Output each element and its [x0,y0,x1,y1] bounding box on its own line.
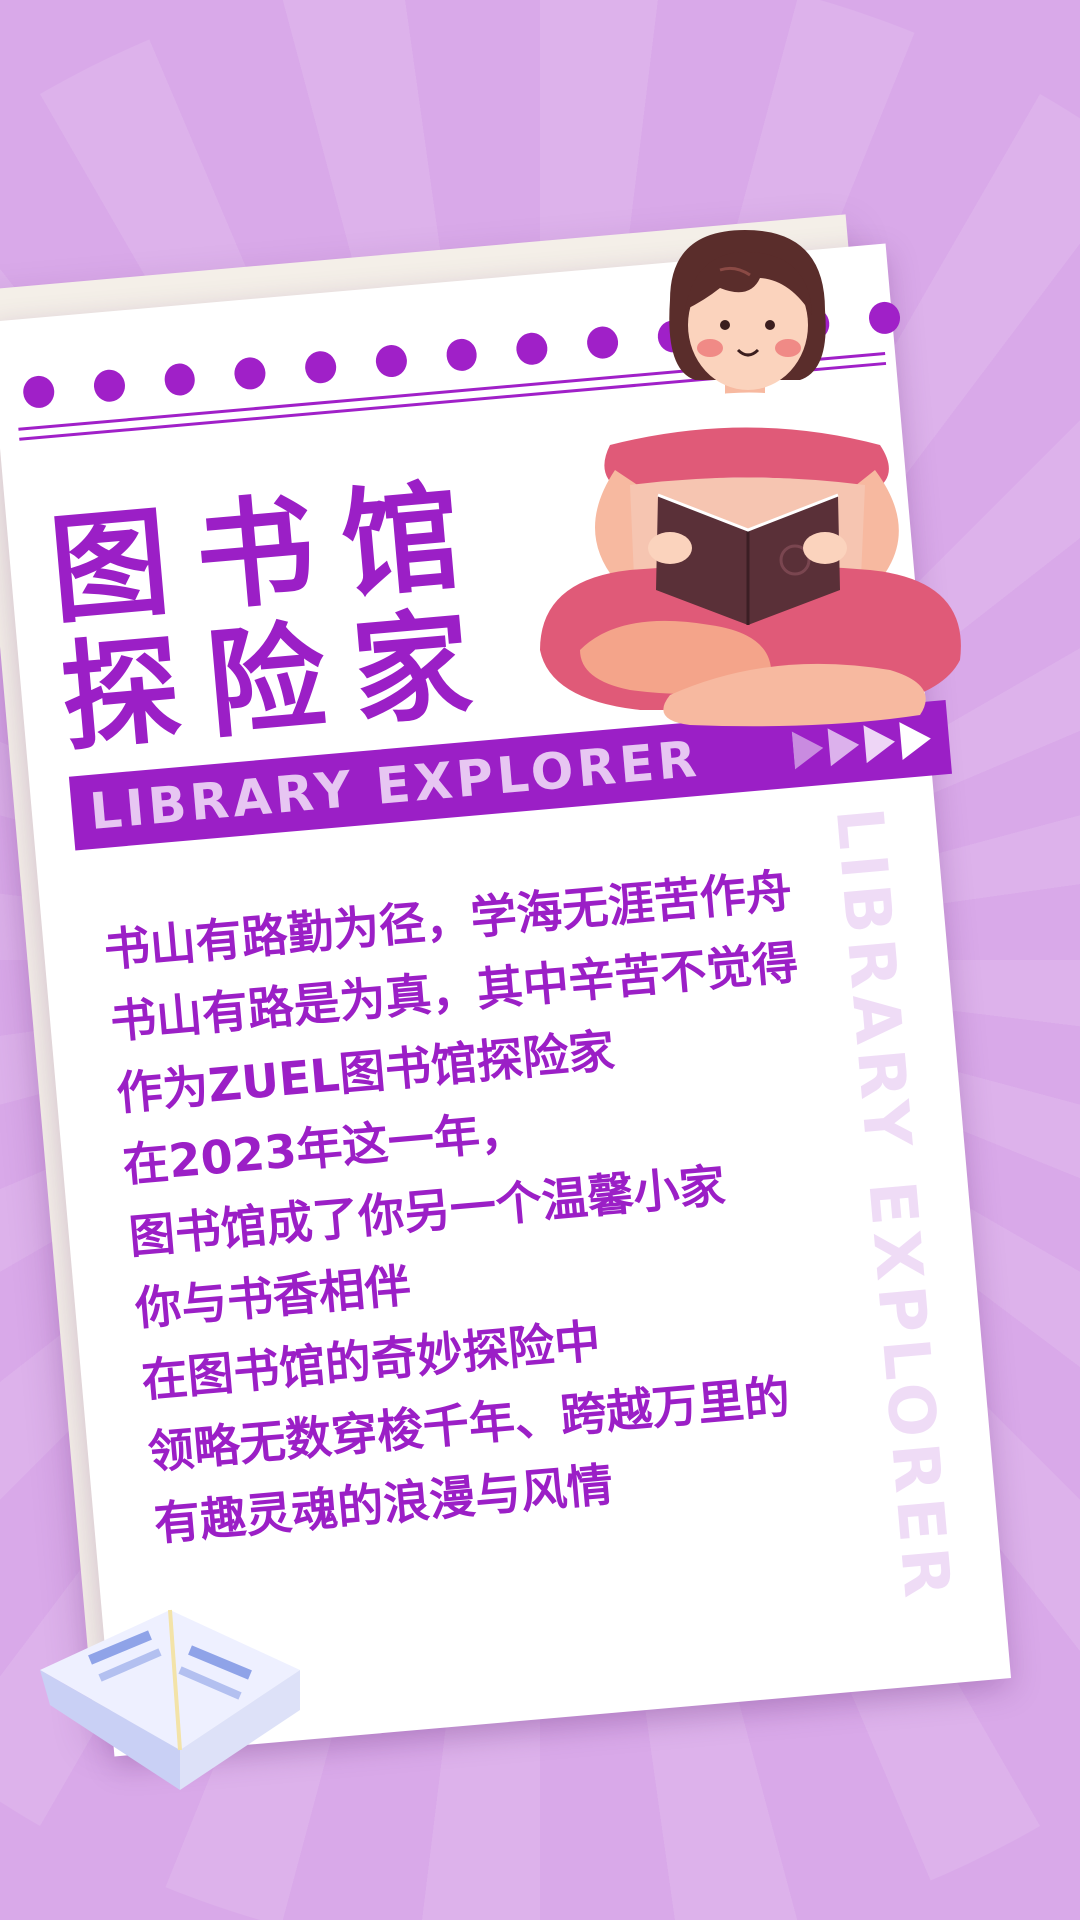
binder-dot [374,343,408,379]
girl-reading-book-icon [540,230,961,727]
triple-arrow-icon [791,722,931,770]
binder-dot [162,362,197,397]
binder-dot [92,368,126,404]
binder-dot [444,337,479,373]
title-banner: LIBRARY EXPLORER [68,700,953,851]
verse-text: 书山有路勤为径，学海无涯苦作舟 书山有路是为真，其中辛苦不觉得 作为ZUEL图书… [101,848,915,1560]
binder-dot [303,349,338,385]
poster-title: 图书馆 探险家 [45,465,505,768]
paper-sheet: 图书馆 探险家 LIBRARY EXPLORER 书山有路勤为径，学海无涯苦作舟… [0,243,1012,1757]
binder-dot [21,374,56,410]
binder-dot [233,356,267,391]
open-book-icon [40,1609,300,1790]
